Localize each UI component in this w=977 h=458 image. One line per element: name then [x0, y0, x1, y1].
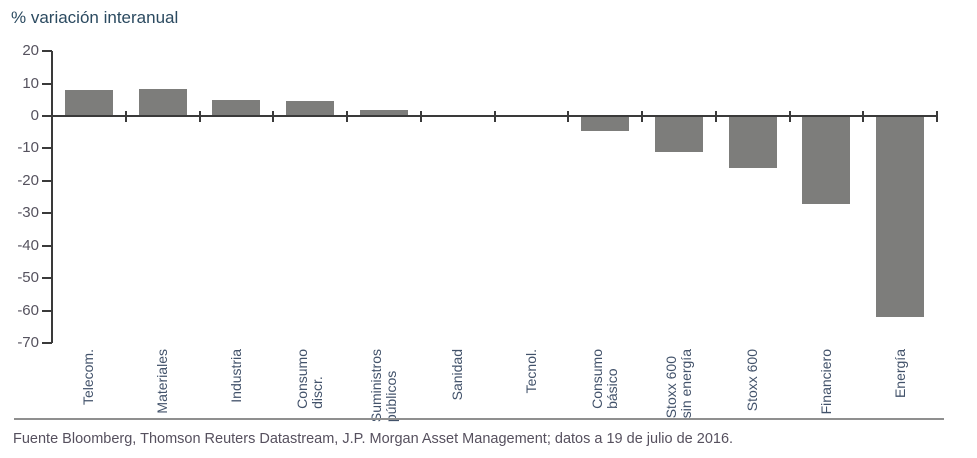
y-tick-dash	[42, 50, 52, 53]
x-category-label: Consumo discr.	[294, 349, 326, 409]
y-tick-dash	[42, 115, 52, 117]
x-category-label: Energía	[891, 349, 908, 399]
source-note: Fuente Bloomberg, Thomson Reuters Datast…	[13, 431, 734, 447]
y-tick-label: -30	[17, 204, 39, 222]
y-tick-label: -50	[17, 269, 39, 287]
y-tick-dash	[42, 179, 52, 182]
x-tick	[346, 111, 348, 122]
y-tick-label: -60	[17, 301, 39, 319]
y-tick-dash	[42, 212, 52, 215]
x-tick	[788, 111, 791, 122]
x-category-label: Sanidad	[449, 349, 466, 401]
y-tick-label: -70	[17, 334, 39, 351]
bar	[876, 116, 925, 318]
x-tick	[714, 111, 717, 122]
y-tick-dash	[42, 244, 52, 247]
x-category-label: Stoxx 600 sin energía	[662, 349, 694, 419]
x-tick	[493, 111, 496, 122]
y-tick-label: 0	[30, 107, 39, 124]
x-category-label: Suministros públicos	[367, 349, 399, 423]
bar	[64, 90, 113, 116]
y-tick-dash	[42, 342, 52, 344]
bar	[654, 116, 703, 152]
x-tick	[272, 111, 275, 122]
y-tick-dash	[42, 147, 52, 150]
x-tick	[862, 111, 865, 122]
bar	[728, 116, 777, 168]
y-axis-line	[51, 51, 53, 343]
x-tick	[198, 111, 201, 122]
x-category-label: Consumo básico	[589, 349, 621, 409]
bar	[286, 101, 335, 116]
y-tick-label: 10	[22, 74, 39, 92]
bar	[212, 99, 261, 116]
y-tick-dash	[42, 277, 52, 280]
x-tick	[419, 111, 422, 122]
bar	[802, 116, 851, 204]
x-tick	[641, 111, 643, 122]
x-category-label: Materiales	[154, 349, 171, 414]
y-tick-dash	[42, 82, 52, 85]
x-category-label: Industria	[227, 349, 244, 403]
chart-title: % variación interanual	[11, 8, 179, 27]
x-tick	[124, 111, 127, 122]
bar	[359, 109, 408, 116]
bar	[138, 89, 187, 116]
y-tick-label: -10	[17, 139, 39, 157]
bar	[581, 116, 630, 131]
x-tick	[51, 111, 53, 122]
x-category-label: Telecom.	[80, 349, 97, 406]
x-tick	[567, 111, 570, 122]
y-tick-label: -20	[17, 171, 39, 189]
x-tick	[936, 111, 938, 122]
footer-divider	[14, 418, 944, 420]
x-category-label: Tecnol.	[522, 349, 539, 394]
x-category-label: Stoxx 600	[744, 349, 761, 412]
y-tick-dash	[42, 309, 52, 312]
y-tick-label: 20	[22, 42, 39, 60]
x-category-label: Financiero	[817, 349, 834, 415]
y-tick-label: -40	[17, 236, 39, 254]
